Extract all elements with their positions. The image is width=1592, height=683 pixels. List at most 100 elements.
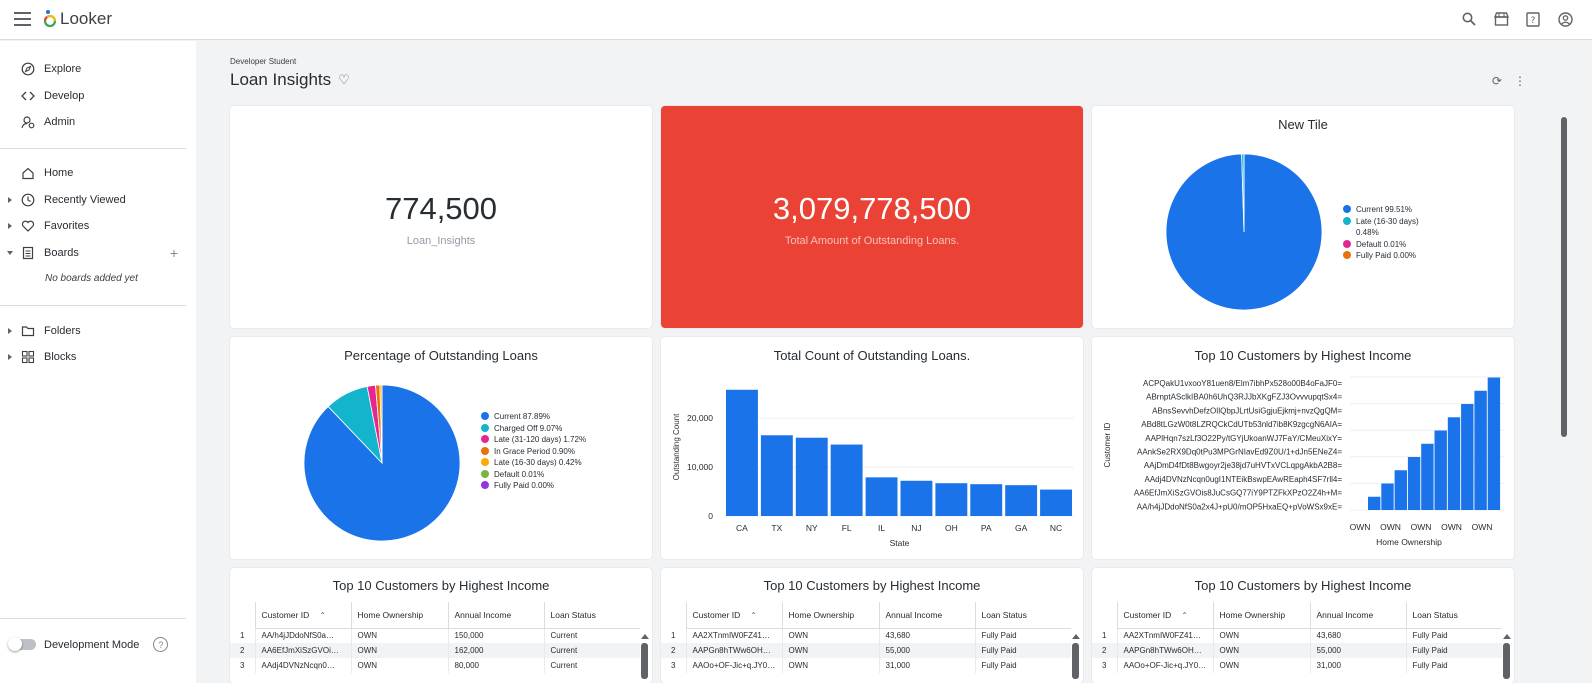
bar-fl[interactable] bbox=[830, 444, 863, 516]
favorite-heart-icon[interactable]: ♡ bbox=[338, 72, 350, 87]
page-scrollbar[interactable] bbox=[1560, 103, 1568, 683]
scrollbar-thumb[interactable] bbox=[1072, 643, 1079, 679]
legend-item: In Grace Period 0.90% bbox=[481, 446, 596, 458]
table-row[interactable]: 1 AA/h4jJDdoNfS0a… OWN 150,000 Current bbox=[230, 628, 640, 643]
table-scrollbar[interactable] bbox=[1071, 634, 1080, 683]
bar-customer[interactable] bbox=[1474, 390, 1487, 510]
legend-item: Charged Off 9.07% bbox=[481, 423, 596, 435]
development-mode-toggle[interactable] bbox=[8, 637, 36, 651]
column-header[interactable]: Annual Income bbox=[447, 602, 544, 629]
breadcrumb[interactable]: Developer Student bbox=[230, 57, 297, 66]
sidebar-item-recently-viewed[interactable]: Recently Viewed bbox=[0, 187, 196, 213]
bar-customer[interactable] bbox=[1381, 483, 1394, 510]
row-number: 2 bbox=[1092, 643, 1117, 658]
column-header[interactable]: Home Ownership bbox=[350, 602, 448, 629]
sidebar-item-label: Home bbox=[44, 167, 74, 179]
bar-customer[interactable] bbox=[1394, 470, 1407, 510]
bar-tx[interactable] bbox=[760, 435, 793, 516]
column-header[interactable]: Loan Status bbox=[543, 602, 640, 629]
search-icon[interactable] bbox=[1460, 10, 1478, 28]
single-value-label: Loan_Insights bbox=[406, 235, 476, 247]
legend-label: Current 99.51% bbox=[1356, 205, 1413, 214]
row-number: 3 bbox=[671, 661, 676, 670]
data-table: Customer ID ⌃ Home Ownership Annual Income L… bbox=[1092, 602, 1502, 673]
column-header[interactable]: Loan Status bbox=[1405, 602, 1502, 629]
column-header[interactable]: Loan Status bbox=[974, 602, 1071, 629]
sidebar-item-home[interactable]: Home bbox=[0, 160, 196, 186]
sidebar-item-admin[interactable]: Admin bbox=[0, 109, 196, 135]
legend-dot bbox=[481, 412, 489, 420]
scroll-up-icon[interactable] bbox=[640, 634, 649, 639]
bar-nc[interactable] bbox=[1040, 489, 1072, 516]
bar-ny[interactable] bbox=[795, 437, 828, 516]
column-header[interactable]: Customer ID ⌃ bbox=[1116, 602, 1213, 629]
table-row[interactable]: 3 AAOo+OF-Jic+q.JY0… OWN 31,000 Fully Paid bbox=[661, 658, 1071, 673]
table-row[interactable]: 2 AAPGn8hTWw6OH… OWN 55,000 Fully Paid bbox=[661, 643, 1071, 658]
bar-customer[interactable] bbox=[1461, 404, 1474, 510]
bar-customer[interactable] bbox=[1434, 430, 1447, 510]
sidebar-item-boards[interactable]: Boards + bbox=[0, 240, 196, 266]
table-cell: AA2XTnmIW0FZ41… bbox=[685, 628, 782, 643]
sidebar-item-label: Recently Viewed bbox=[44, 194, 126, 206]
sort-ascending-icon[interactable]: ⌃ bbox=[1181, 610, 1188, 620]
row-number-header bbox=[661, 602, 686, 628]
add-board-icon[interactable]: + bbox=[169, 245, 178, 261]
expand-caret-icon[interactable] bbox=[8, 197, 12, 203]
table-row[interactable]: 1 AA2XTnmIW0FZ41… OWN 43,680 Fully Paid bbox=[1092, 628, 1502, 643]
tile-title: Percentage of Outstanding Loans bbox=[344, 348, 538, 363]
collapse-caret-icon[interactable] bbox=[7, 251, 13, 255]
table-scrollbar[interactable] bbox=[1502, 634, 1511, 683]
sidebar-item-favorites[interactable]: Favorites bbox=[0, 213, 196, 239]
bar-customer[interactable] bbox=[1487, 377, 1501, 510]
table-row[interactable]: 3 AAdj4DVNzNcqn0… OWN 80,000 Current bbox=[230, 658, 640, 673]
bar-nj[interactable] bbox=[900, 480, 933, 516]
scrollbar-thumb[interactable] bbox=[1503, 643, 1510, 679]
sidebar-item-folders[interactable]: Folders bbox=[0, 318, 196, 344]
bar-il[interactable] bbox=[865, 477, 898, 516]
scrollbar-thumb[interactable] bbox=[1561, 117, 1567, 437]
column-header[interactable]: Annual Income bbox=[1309, 602, 1406, 629]
bar-customer[interactable] bbox=[1407, 457, 1421, 510]
column-header[interactable]: Home Ownership bbox=[1212, 602, 1310, 629]
bar-customer[interactable] bbox=[1368, 496, 1381, 510]
sidebar-item-blocks[interactable]: Blocks bbox=[0, 344, 196, 370]
column-header[interactable]: Customer ID ⌃ bbox=[685, 602, 782, 629]
sidebar-item-develop[interactable]: Develop bbox=[0, 83, 196, 109]
marketplace-icon[interactable] bbox=[1492, 10, 1510, 28]
reload-icon[interactable]: ⟳ bbox=[1491, 74, 1502, 88]
account-icon[interactable] bbox=[1556, 10, 1574, 28]
table-scrollbar[interactable] bbox=[640, 634, 649, 683]
expand-caret-icon[interactable] bbox=[8, 354, 12, 360]
bar-pa[interactable] bbox=[970, 484, 1003, 516]
scroll-up-icon[interactable] bbox=[1071, 634, 1080, 639]
column-header[interactable]: Annual Income bbox=[878, 602, 975, 629]
table-cell: Fully Paid bbox=[1405, 658, 1502, 673]
expand-caret-icon[interactable] bbox=[8, 223, 12, 229]
column-header[interactable]: Customer ID ⌃ bbox=[254, 602, 351, 629]
menu-icon[interactable] bbox=[14, 12, 31, 26]
legend-label: Late (16-30 days) 0.48% bbox=[1356, 216, 1419, 238]
sort-ascending-icon[interactable]: ⌃ bbox=[750, 610, 757, 620]
expand-caret-icon[interactable] bbox=[8, 328, 12, 334]
looker-logo[interactable]: Looker bbox=[44, 8, 112, 30]
single-value: 774,500 bbox=[384, 191, 498, 226]
help-icon[interactable]: ? bbox=[1524, 10, 1542, 28]
sort-ascending-icon[interactable]: ⌃ bbox=[319, 610, 326, 620]
table-row[interactable]: 2 AAPGn8hTWw6OH… OWN 55,000 Fully Paid bbox=[1092, 643, 1502, 658]
table-row[interactable]: 1 AA2XTnmIW0FZ41… OWN 43,680 Fully Paid bbox=[661, 628, 1071, 643]
table-row[interactable]: 2 AA6EfJmXiSzGVOi… OWN 162,000 Current bbox=[230, 643, 640, 658]
bar-ca[interactable] bbox=[726, 389, 758, 516]
column-header[interactable]: Home Ownership bbox=[781, 602, 879, 629]
sidebar-item-explore[interactable]: Explore bbox=[0, 56, 196, 82]
table-cell: Fully Paid bbox=[974, 628, 1071, 643]
bar-oh[interactable] bbox=[935, 483, 968, 516]
table-row[interactable]: 3 AAOo+OF-Jic+q.JY0… OWN 31,000 Fully Paid bbox=[1092, 658, 1502, 673]
bar-ga[interactable] bbox=[1005, 485, 1038, 516]
bar-customer[interactable] bbox=[1421, 443, 1434, 510]
scrollbar-thumb[interactable] bbox=[641, 643, 648, 679]
more-options-icon[interactable]: ⋮ bbox=[1514, 74, 1526, 88]
legend-item: Default 0.01% bbox=[1343, 239, 1438, 251]
help-circle-icon[interactable]: ? bbox=[153, 637, 169, 652]
scroll-up-icon[interactable] bbox=[1502, 634, 1511, 639]
bar-customer[interactable] bbox=[1447, 417, 1461, 510]
